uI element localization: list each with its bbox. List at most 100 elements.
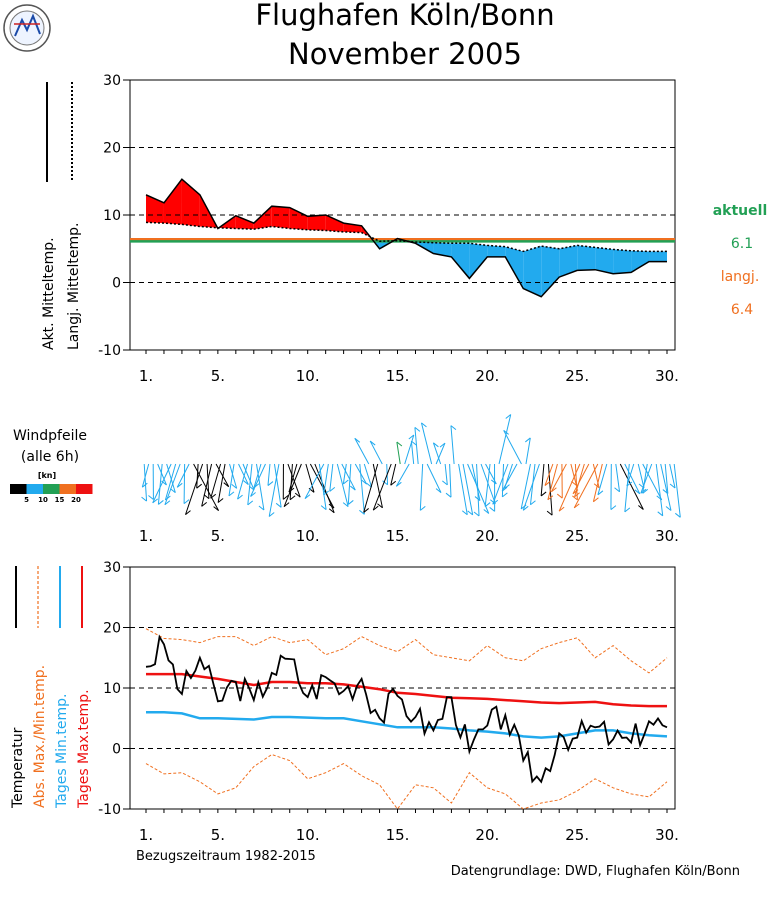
- wind-barb: [343, 479, 349, 485]
- below-normal-area: [523, 246, 542, 297]
- wind-arrow: [544, 463, 554, 486]
- below-normal-area: [559, 245, 578, 278]
- wind-arrow-marks: [141, 414, 681, 518]
- wind-barb: [320, 505, 327, 511]
- wind-arrow: [288, 463, 298, 493]
- wind-barb: [574, 492, 580, 498]
- wind-barb: [196, 483, 202, 489]
- wind-arrow: [238, 463, 249, 485]
- wind-arrow: [637, 463, 645, 489]
- wind-barb: [610, 505, 617, 511]
- side-value-box: aktuell 6.1 langj. 6.4: [713, 203, 768, 318]
- wind-barb: [419, 506, 426, 511]
- wind-arrow: [201, 463, 213, 507]
- wind-arrow: [540, 463, 545, 496]
- wind-barb: [439, 442, 446, 448]
- wind-arrow: [253, 463, 262, 488]
- wind-barb: [556, 493, 563, 499]
- wind-barb: [363, 508, 369, 513]
- wind-barb: [674, 512, 681, 518]
- y-tick-label: -10: [98, 802, 121, 818]
- wind-arrow: [217, 463, 226, 503]
- y-tick-label: -10: [98, 343, 121, 359]
- panel1-legend: Akt. Mitteltemp. Langj. Mitteltemp.: [41, 82, 82, 350]
- wind-arrow: [341, 463, 356, 491]
- below-normal-area: [487, 245, 506, 257]
- above-normal-area: [271, 206, 290, 229]
- wind-arrow: [247, 463, 253, 505]
- wind-arrow: [432, 442, 442, 465]
- wind-barb: [350, 485, 356, 491]
- wind-barb: [626, 481, 633, 487]
- wind-barb: [504, 484, 510, 490]
- wind-arrow: [255, 463, 265, 511]
- wind-arrow: [329, 463, 334, 492]
- wind-arrow: [520, 463, 531, 510]
- wind-arrow: [369, 440, 383, 465]
- wind-arrow: [655, 463, 664, 516]
- wind-barb: [396, 481, 402, 487]
- wind-barb: [294, 492, 301, 498]
- wind-arrow: [157, 463, 167, 486]
- mean-temperature-panel: -10 0 10 20 30 1. 5. 10. 15. 20. 25. 30.: [98, 73, 679, 385]
- wind-barb: [201, 501, 207, 507]
- wind-barb: [634, 489, 641, 495]
- wind-barb: [390, 480, 397, 486]
- data-source: Datengrundlage: DWD, Flughafen Köln/Bonn: [451, 864, 740, 879]
- wind-barb: [546, 510, 553, 516]
- wind-arrow: [462, 463, 474, 515]
- below-normal-area: [469, 243, 488, 279]
- wind-arrow: [363, 463, 379, 513]
- wind-arrow: [669, 463, 676, 489]
- below-normal-area: [649, 251, 667, 262]
- wind-arrow: [396, 441, 401, 465]
- longterm-label: langj.: [721, 269, 760, 285]
- wind-barb: [502, 492, 508, 498]
- wind-arrow: [342, 463, 347, 485]
- wind-arrow: [525, 437, 531, 465]
- wind-arrow: [592, 463, 603, 502]
- wind-barb: [433, 442, 439, 448]
- wind-arrow: [501, 463, 505, 497]
- above-normal-area: [253, 206, 272, 230]
- above-normal-area: [307, 215, 326, 231]
- wind-barb: [282, 494, 289, 500]
- wind-barb: [247, 500, 254, 506]
- wind-unit-label: [kn]: [38, 471, 56, 480]
- wind-arrow: [229, 463, 238, 489]
- wind-barb: [530, 500, 536, 506]
- x-tick-label: 10.: [296, 367, 320, 385]
- x-tick-label: 20.: [475, 367, 499, 385]
- wind-barb: [467, 510, 473, 516]
- wind-barb: [572, 489, 579, 495]
- wind-scale-tick: 10: [38, 496, 48, 504]
- wind-barb: [445, 492, 452, 498]
- wind-barb: [505, 414, 512, 419]
- y-tick-label: 30: [103, 73, 121, 89]
- chart-subtitle: November 2005: [288, 37, 522, 71]
- daily-min-series: [146, 710, 668, 739]
- wind-arrow: [354, 438, 370, 465]
- wind-barb: [289, 495, 296, 501]
- wind-barb: [183, 499, 190, 505]
- wind-arrow: [185, 463, 204, 515]
- daily-max-series: [146, 672, 667, 708]
- wind-arrow: [152, 463, 172, 504]
- below-normal-area: [613, 249, 632, 274]
- logo-mark: [14, 13, 41, 37]
- legend-label-abs: Abs. Max./Min.temp.: [32, 665, 48, 808]
- wind-barb: [614, 487, 620, 493]
- wind-barb: [522, 505, 529, 511]
- wind-arrow: [522, 463, 540, 511]
- x-tick-label: 1.: [139, 367, 153, 385]
- below-normal-area: [631, 250, 650, 273]
- wind-barb: [640, 488, 647, 494]
- wind-arrow: [395, 463, 410, 487]
- wind-subtitle: (alle 6h): [21, 449, 79, 465]
- wind-arrow: [143, 463, 148, 502]
- wind-scale-swatch: [26, 484, 43, 494]
- wind-barb: [435, 488, 442, 494]
- wind-barb: [450, 425, 457, 431]
- wind-arrow: [626, 463, 635, 487]
- wind-arrow: [372, 463, 383, 508]
